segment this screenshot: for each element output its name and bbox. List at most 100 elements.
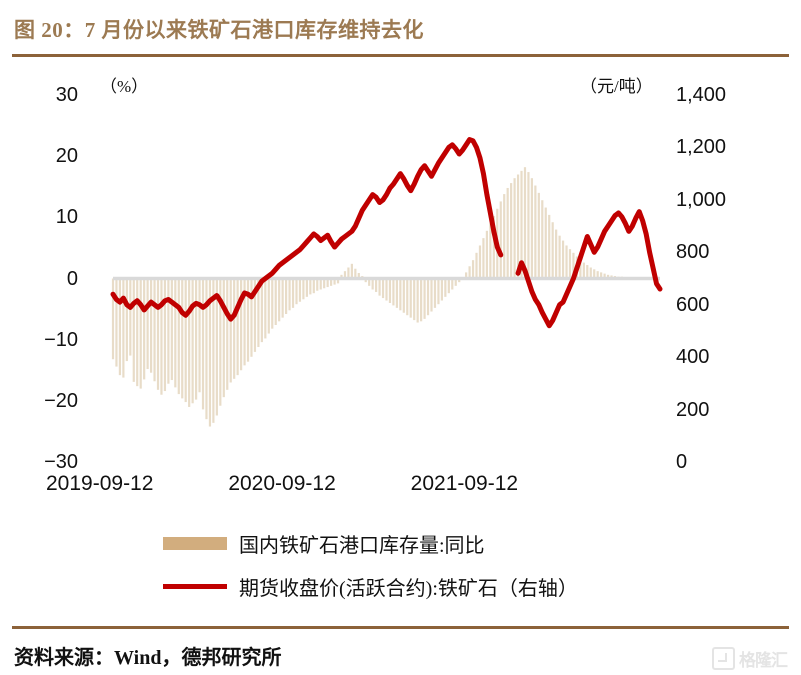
bar bbox=[454, 278, 457, 286]
bar bbox=[513, 178, 516, 279]
bar bbox=[589, 267, 592, 279]
bar bbox=[278, 278, 281, 322]
bar bbox=[260, 278, 263, 343]
bar bbox=[302, 278, 305, 300]
right-axis-tick-label: 400 bbox=[676, 346, 710, 369]
right-axis-tick-label: 200 bbox=[676, 398, 710, 421]
bar bbox=[506, 187, 509, 279]
left-axis-tick-label: −10 bbox=[44, 328, 78, 351]
bar bbox=[336, 278, 340, 284]
bar bbox=[600, 272, 603, 279]
left-axis-tick-label: 30 bbox=[55, 84, 78, 106]
bar bbox=[115, 278, 118, 367]
bar bbox=[582, 262, 585, 279]
bar bbox=[551, 222, 554, 279]
bar bbox=[222, 278, 225, 398]
bar bbox=[305, 278, 308, 297]
bar bbox=[229, 278, 232, 383]
right-axis-tick-label: 800 bbox=[676, 241, 710, 264]
bar bbox=[520, 170, 523, 279]
bar bbox=[236, 278, 239, 376]
legend-label-futures-price: 期货收盘价(活跃合约):铁矿石（右轴） bbox=[239, 578, 578, 600]
bar bbox=[503, 194, 506, 279]
bar bbox=[340, 274, 343, 279]
bar bbox=[392, 278, 395, 306]
bar bbox=[208, 278, 212, 427]
bar bbox=[482, 238, 485, 279]
bar bbox=[368, 278, 371, 286]
left-axis-tick-label: 10 bbox=[55, 206, 78, 229]
bar bbox=[181, 278, 184, 399]
bar bbox=[458, 278, 461, 283]
bar bbox=[388, 278, 392, 303]
bar bbox=[499, 201, 502, 279]
bar bbox=[281, 278, 284, 318]
bar bbox=[606, 274, 610, 279]
watermark: 格隆汇 bbox=[712, 646, 788, 671]
bar bbox=[357, 273, 360, 279]
legend-item-futures-price[interactable]: 期货收盘价(活跃合约):铁矿石（右轴） bbox=[0, 565, 801, 608]
price-line-series bbox=[110, 137, 663, 329]
chart-canvas bbox=[110, 137, 663, 427]
bar bbox=[416, 278, 419, 323]
bar bbox=[406, 278, 409, 316]
right-axis-tick-label: 1,200 bbox=[676, 136, 727, 159]
bar bbox=[226, 278, 229, 390]
bar bbox=[375, 278, 378, 292]
bar bbox=[288, 278, 291, 311]
bar bbox=[174, 278, 177, 388]
right-axis-tick-label: 0 bbox=[676, 451, 688, 473]
bar bbox=[136, 278, 139, 387]
bar bbox=[246, 278, 250, 362]
bar bbox=[316, 278, 319, 291]
bar bbox=[298, 278, 302, 302]
bar bbox=[122, 278, 125, 378]
bar bbox=[274, 278, 277, 325]
bar bbox=[548, 214, 551, 279]
bar bbox=[451, 278, 454, 290]
bar bbox=[485, 230, 488, 279]
bar bbox=[430, 278, 433, 312]
bar bbox=[291, 278, 295, 308]
bar bbox=[160, 278, 163, 395]
bar bbox=[295, 278, 298, 305]
watermark-logo-icon bbox=[712, 647, 735, 670]
bar bbox=[194, 278, 198, 400]
bar bbox=[132, 278, 135, 382]
bar bbox=[285, 278, 288, 314]
bar bbox=[492, 216, 495, 279]
right-axis-tick-label: 1,400 bbox=[676, 84, 727, 106]
bar bbox=[323, 278, 326, 289]
bar bbox=[568, 249, 572, 279]
bar bbox=[129, 278, 132, 356]
x-axis-tick-label: 2020-09-12 bbox=[228, 472, 336, 495]
right-axis-unit: （元/吨） bbox=[580, 77, 653, 96]
bar bbox=[371, 278, 374, 290]
bar bbox=[253, 278, 257, 352]
chart-legend: 国内铁矿石港口库存量:同比 期货收盘价(活跃合约):铁矿石（右轴） bbox=[0, 522, 801, 608]
bar bbox=[489, 223, 492, 279]
bar bbox=[139, 278, 142, 389]
bar bbox=[215, 278, 218, 416]
bar bbox=[184, 278, 187, 403]
bar bbox=[143, 278, 146, 380]
bar bbox=[312, 278, 315, 294]
title-divider bbox=[12, 54, 789, 57]
left-axis-tick-label: −20 bbox=[44, 389, 78, 412]
bar bbox=[219, 278, 222, 406]
bar bbox=[364, 278, 367, 283]
bar bbox=[593, 269, 596, 279]
footer-divider bbox=[12, 626, 789, 629]
bar bbox=[426, 278, 430, 316]
bar bbox=[475, 252, 478, 279]
bar bbox=[409, 278, 412, 318]
bar bbox=[444, 278, 447, 297]
bar bbox=[319, 278, 322, 290]
bar bbox=[330, 278, 333, 286]
bar bbox=[537, 192, 540, 279]
bar bbox=[257, 278, 260, 348]
legend-item-inventory[interactable]: 国内铁矿石港口库存量:同比 bbox=[0, 522, 801, 565]
right-axis-tick-label: 1,000 bbox=[676, 188, 727, 211]
x-axis-tick-label: 2019-09-12 bbox=[46, 472, 154, 495]
bar bbox=[125, 278, 128, 362]
